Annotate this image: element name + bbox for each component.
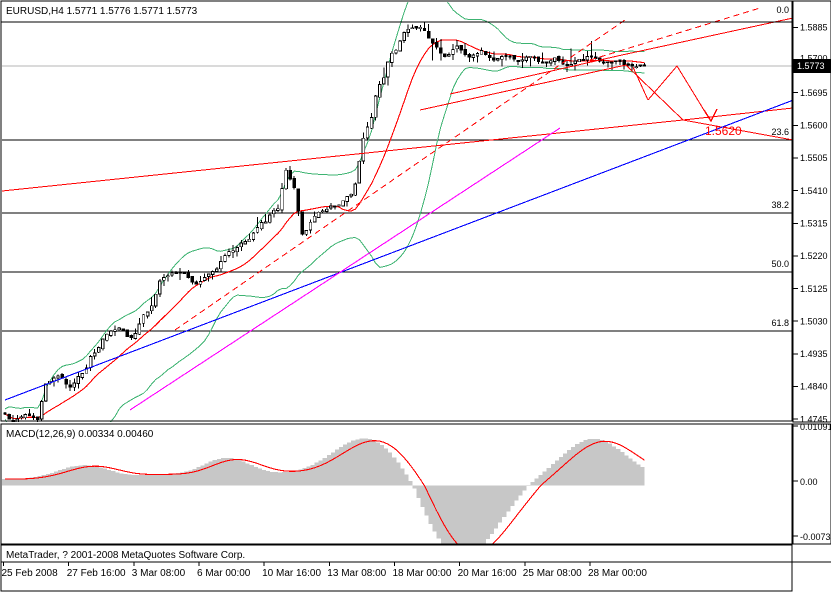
- svg-text:38.2: 38.2: [771, 200, 789, 210]
- svg-text:0.0: 0.0: [776, 5, 789, 15]
- svg-text:1.5620: 1.5620: [705, 124, 742, 138]
- svg-text:1.5125: 1.5125: [800, 284, 828, 294]
- svg-text:1.4935: 1.4935: [800, 349, 828, 359]
- svg-text:20 Mar 16:00: 20 Mar 16:00: [458, 568, 517, 579]
- svg-text:25 Mar 08:00: 25 Mar 08:00: [523, 568, 582, 579]
- svg-text:25 Feb 2008: 25 Feb 2008: [2, 568, 59, 579]
- svg-text:0.01091: 0.01091: [800, 422, 831, 432]
- svg-text:1.5695: 1.5695: [800, 88, 828, 98]
- svg-text:1.5220: 1.5220: [800, 251, 828, 261]
- svg-text:MetaTrader, ? 2001-2008 MetaQu: MetaTrader, ? 2001-2008 MetaQuotes Softw…: [6, 550, 245, 561]
- svg-text:23.6: 23.6: [771, 127, 789, 137]
- svg-text:1.5885: 1.5885: [800, 23, 828, 33]
- svg-text:13 Mar 08:00: 13 Mar 08:00: [327, 568, 386, 579]
- svg-text:50.0: 50.0: [771, 259, 789, 269]
- svg-text:1.5773: 1.5773: [797, 61, 825, 71]
- svg-text:1.5030: 1.5030: [800, 316, 828, 326]
- svg-text:EURUSD,H4 1.5771 1.5776 1.577: EURUSD,H4 1.5771 1.5776 1.5771 1.5773: [6, 6, 198, 17]
- svg-text:1.5315: 1.5315: [800, 219, 828, 229]
- svg-text:1.5505: 1.5505: [800, 153, 828, 163]
- svg-text:0.00: 0.00: [800, 477, 818, 487]
- svg-text:18 Mar 00:00: 18 Mar 00:00: [393, 568, 452, 579]
- svg-text:1.4840: 1.4840: [800, 382, 828, 392]
- svg-text:1.5600: 1.5600: [800, 121, 828, 131]
- svg-text:61.8: 61.8: [771, 318, 789, 328]
- svg-text:3 Mar 08:00: 3 Mar 08:00: [132, 568, 186, 579]
- svg-text:MACD(12,26,9) 0.00334 0.00460: MACD(12,26,9) 0.00334 0.00460: [6, 429, 154, 440]
- svg-text:-0.00738: -0.00738: [800, 532, 831, 542]
- svg-text:27 Feb 16:00: 27 Feb 16:00: [67, 568, 126, 579]
- svg-text:6 Mar 00:00: 6 Mar 00:00: [197, 568, 251, 579]
- svg-text:28 Mar 00:00: 28 Mar 00:00: [588, 568, 647, 579]
- svg-text:10 Mar 16:00: 10 Mar 16:00: [262, 568, 321, 579]
- svg-text:1.5410: 1.5410: [800, 186, 828, 196]
